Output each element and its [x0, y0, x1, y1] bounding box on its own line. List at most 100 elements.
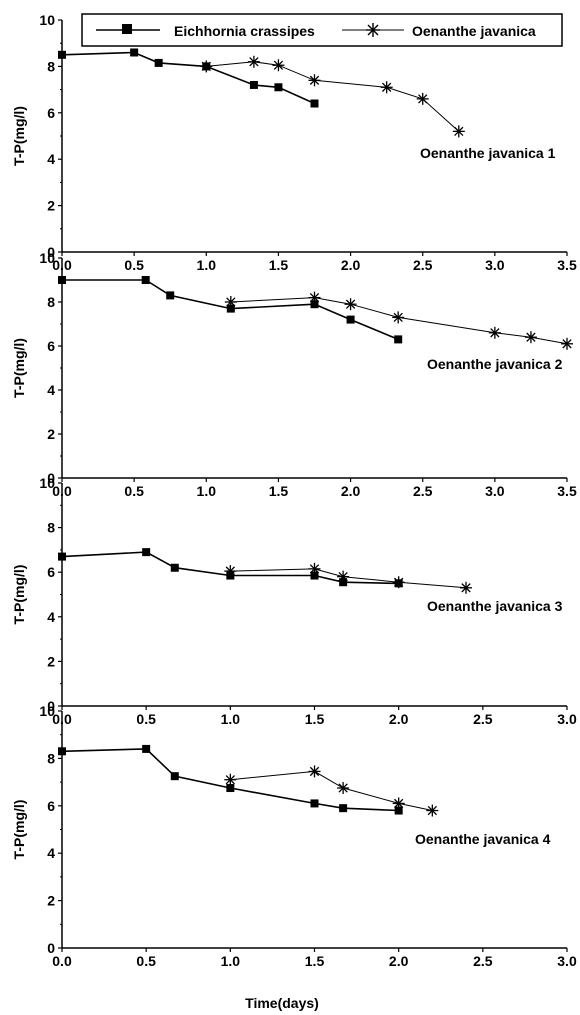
x-tick-label: 0.5 [124, 483, 144, 499]
legend-label-oenanthe: Oenanthe javanica [412, 23, 536, 39]
x-tick-label: 2.5 [413, 483, 433, 499]
legend-marker-star [366, 23, 380, 37]
series-line-oenanthe [230, 770, 433, 811]
data-point-eichhornia [310, 571, 319, 580]
y-tick-label: 0 [47, 470, 55, 486]
x-tick-label: 1.5 [305, 953, 325, 969]
chart-panels: 0 2 4 6 8 10 0.0 0.5 1.0 1.5 2.0 2.5 3.0 3.5 T-P(mg/l)… [11, 12, 577, 969]
x-tick-label: 1.0 [221, 711, 241, 727]
panel-label: Oenanthe javanica 4 [415, 831, 551, 847]
y-tick-label: 2 [47, 426, 55, 442]
data-point-eichhornia [310, 799, 319, 808]
chart-panel-4: 0 2 4 6 8 10 0.0 0.5 1.0 1.5 2.0 2.5 3.0 T-P(mg/l) Oen… [11, 703, 577, 969]
data-point-eichhornia [166, 291, 175, 300]
x-tick-label: 1.0 [197, 257, 217, 273]
y-tick-label: 2 [47, 653, 55, 669]
data-point-eichhornia [58, 50, 66, 59]
x-tick-label: 2.5 [413, 257, 433, 273]
data-point-oenanthe [224, 565, 237, 578]
legend-marker-square [122, 24, 132, 34]
data-point-eichhornia [226, 304, 235, 313]
data-point-eichhornia [339, 804, 348, 813]
data-point-oenanthe [488, 326, 501, 339]
series-line-oenanthe [230, 568, 467, 589]
x-axis-title: Time(days) [245, 995, 319, 1011]
x-tick-label: 2.0 [389, 711, 409, 727]
y-tick-label: 10 [39, 250, 55, 266]
data-point-oenanthe [426, 804, 439, 817]
data-point-oenanthe [308, 291, 321, 304]
x-tick-label: 1.5 [269, 257, 289, 273]
y-tick-label: 10 [39, 703, 55, 719]
data-point-oenanthe [344, 298, 357, 311]
y-tick-label: 0 [47, 698, 55, 714]
data-point-oenanthe [224, 773, 237, 786]
data-point-eichhornia [58, 276, 66, 284]
x-tick-label: 2.5 [473, 953, 493, 969]
x-tick-label: 1.5 [305, 711, 325, 727]
data-point-oenanthe [337, 782, 350, 795]
data-point-eichhornia [141, 276, 150, 284]
data-point-eichhornia [154, 58, 163, 67]
data-point-eichhornia [142, 744, 151, 753]
data-point-oenanthe [416, 92, 429, 105]
data-point-eichhornia [170, 563, 179, 572]
data-point-oenanthe [561, 337, 573, 350]
data-point-eichhornia [142, 548, 151, 557]
x-tick-label: 3.5 [557, 257, 577, 273]
x-tick-label: 1.0 [221, 953, 241, 969]
y-tick-label: 10 [39, 475, 55, 491]
data-point-oenanthe [200, 60, 213, 73]
data-point-eichhornia [394, 806, 403, 815]
data-point-oenanthe [524, 331, 537, 344]
y-tick-label: 4 [47, 609, 55, 625]
data-point-oenanthe [337, 570, 350, 583]
y-axis-label: T-P(mg/l) [11, 106, 27, 166]
data-point-oenanthe [392, 576, 405, 589]
x-tick-label: 0.0 [52, 953, 72, 969]
data-point-eichhornia [394, 335, 403, 344]
data-point-eichhornia [58, 552, 66, 561]
x-tick-label: 0.5 [136, 953, 156, 969]
y-tick-label: 8 [47, 750, 55, 766]
data-point-oenanthe [224, 296, 237, 308]
y-tick-label: 2 [47, 198, 55, 214]
x-tick-label: 1.0 [197, 483, 217, 499]
data-point-eichhornia [310, 99, 319, 108]
y-tick-label: 0 [47, 244, 55, 260]
panel-label: Oenanthe javanica 2 [427, 356, 563, 372]
legend-box [81, 13, 563, 47]
data-point-eichhornia [58, 747, 66, 756]
y-tick-label: 4 [47, 151, 55, 167]
data-point-oenanthe [272, 59, 285, 72]
x-tick-label: 2.0 [389, 953, 409, 969]
x-tick-label: 3.5 [557, 483, 577, 499]
panel-label: Oenanthe javanica 3 [427, 598, 563, 614]
data-point-eichhornia [249, 80, 258, 89]
x-tick-label: 0.5 [136, 711, 156, 727]
data-point-oenanthe [392, 311, 405, 324]
data-point-eichhornia [130, 48, 139, 57]
y-tick-label: 8 [47, 520, 55, 536]
x-tick-label: 3.0 [485, 257, 505, 273]
x-tick-label: 0.5 [124, 257, 144, 273]
y-tick-label: 6 [47, 338, 55, 354]
data-point-oenanthe [392, 797, 405, 810]
y-tick-label: 6 [47, 105, 55, 121]
series-line-eichhornia [61, 51, 315, 105]
y-axis-label: T-P(mg/l) [11, 338, 27, 398]
y-tick-label: 8 [47, 58, 55, 74]
data-point-oenanthe [452, 125, 465, 138]
x-tick-label: 2.0 [341, 257, 361, 273]
data-point-eichhornia [346, 315, 355, 324]
data-point-oenanthe [308, 765, 321, 778]
y-tick-label: 6 [47, 798, 55, 814]
data-point-oenanthe [308, 74, 321, 87]
legend-label-eichhornia: Eichhornia crassipes [174, 23, 315, 39]
data-point-eichhornia [170, 772, 179, 781]
data-point-eichhornia [226, 784, 235, 793]
